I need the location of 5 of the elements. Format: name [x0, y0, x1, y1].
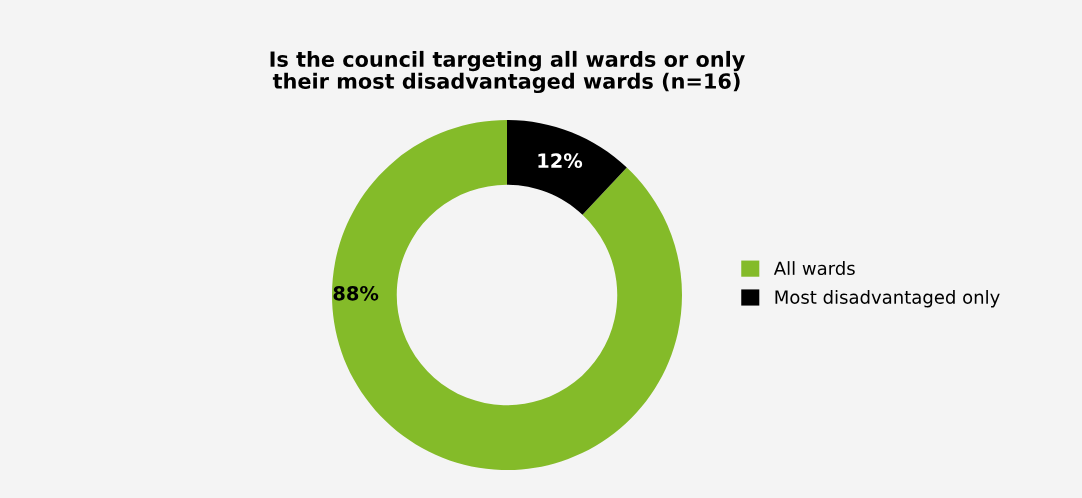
chart-title: Is the council targeting all wards or only their most disadvantaged wards (n=16)	[270, 50, 745, 94]
legend-label: All wards	[773, 261, 855, 276]
data-label: 12%	[538, 153, 583, 169]
legend-label: Most disadvantaged only	[775, 289, 1000, 308]
data-label: 88%	[333, 285, 379, 301]
